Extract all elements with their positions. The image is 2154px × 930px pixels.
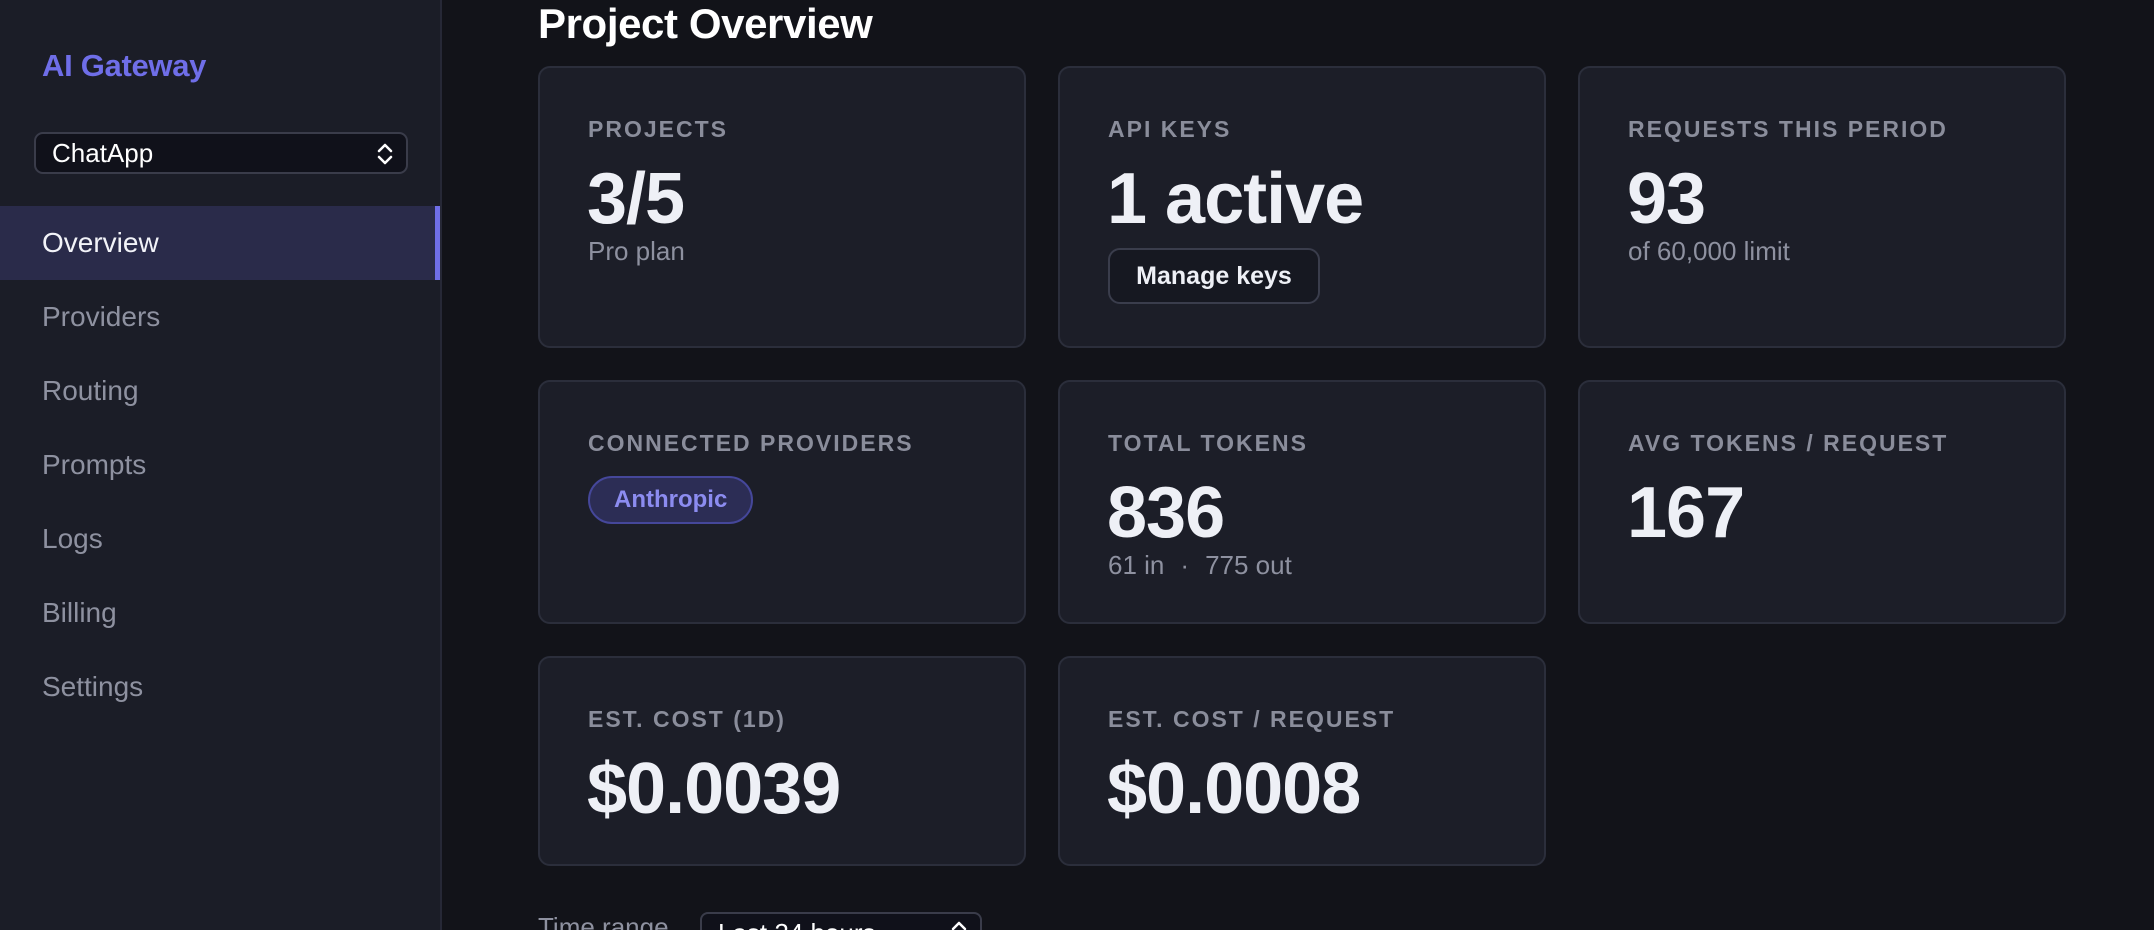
card-value: 1 active (1107, 159, 1364, 239)
est-cost-card: EST. COST (1D) $0.0039 (538, 656, 1026, 866)
time-range-value: Last 24 hours (718, 918, 876, 930)
card-value: $0.0008 (1107, 749, 1361, 829)
sidebar-item-settings[interactable]: Settings (0, 650, 440, 724)
card-label: AVG TOKENS / REQUEST (1628, 430, 1949, 456)
tokens-in: 61 in (1108, 550, 1165, 580)
card-label: TOTAL TOKENS (1108, 430, 1308, 456)
sidebar-item-providers[interactable]: Providers (0, 280, 440, 354)
card-subtext: of 60,000 limit (1628, 236, 1790, 266)
sidebar-item-label: Logs (42, 523, 103, 554)
sidebar-item-routing[interactable]: Routing (0, 354, 440, 428)
separator: · (1180, 550, 1190, 580)
card-label: API KEYS (1108, 116, 1232, 142)
projects-card: PROJECTS 3/5 Pro plan (538, 66, 1026, 348)
sidebar-item-prompts[interactable]: Prompts (0, 428, 440, 502)
total-tokens-card: TOTAL TOKENS 836 61 in · 775 out (1058, 380, 1546, 624)
time-range-select[interactable]: Last 24 hours (700, 912, 982, 930)
card-label: EST. COST (1D) (588, 706, 786, 732)
provider-badge-anthropic[interactable]: Anthropic (588, 476, 754, 524)
est-cost-per-request-card: EST. COST / REQUEST $0.0008 (1058, 656, 1546, 866)
sidebar-item-label: Providers (42, 301, 161, 332)
card-label: PROJECTS (588, 116, 728, 142)
sidebar-item-label: Overview (42, 227, 159, 258)
card-label: EST. COST / REQUEST (1108, 706, 1396, 732)
sidebar-nav: Overview Providers Routing Prompts Logs … (0, 206, 440, 724)
card-value: 93 (1627, 159, 1706, 239)
card-value: 167 (1627, 473, 1745, 553)
sidebar-item-logs[interactable]: Logs (0, 502, 440, 576)
card-value: 836 (1107, 473, 1225, 553)
chevron-updown-icon (951, 921, 967, 930)
card-subtext: Pro plan (588, 236, 685, 266)
card-label: CONNECTED PROVIDERS (588, 430, 914, 456)
card-subtext: 61 in · 775 out (1108, 550, 1292, 581)
requests-card: REQUESTS THIS PERIOD 93 of 60,000 limit (1578, 66, 2066, 348)
sidebar-item-label: Billing (42, 597, 117, 628)
manage-keys-button[interactable]: Manage keys (1108, 248, 1320, 304)
sidebar-item-label: Settings (42, 671, 144, 702)
tokens-out: 775 out (1205, 550, 1292, 580)
sidebar-item-billing[interactable]: Billing (0, 576, 440, 650)
card-label: REQUESTS THIS PERIOD (1628, 116, 1948, 142)
chevron-updown-icon (377, 143, 393, 165)
api-keys-card: API KEYS 1 active Manage keys (1058, 66, 1546, 348)
sidebar: AI Gateway ChatApp Overview Providers Ro… (0, 0, 442, 930)
time-range-label: Time range (538, 912, 669, 930)
sidebar-item-label: Routing (42, 375, 139, 406)
project-select-value: ChatApp (52, 137, 154, 168)
brand-logo: AI Gateway (42, 48, 207, 83)
card-value: $0.0039 (587, 749, 841, 829)
page-title: Project Overview (538, 0, 873, 47)
card-value: 3/5 (587, 159, 685, 239)
connected-providers-card: CONNECTED PROVIDERS Anthropic (538, 380, 1026, 624)
avg-tokens-card: AVG TOKENS / REQUEST 167 (1578, 380, 2066, 624)
sidebar-item-overview[interactable]: Overview (0, 206, 440, 280)
sidebar-item-label: Prompts (42, 449, 147, 480)
project-select[interactable]: ChatApp (34, 132, 408, 174)
